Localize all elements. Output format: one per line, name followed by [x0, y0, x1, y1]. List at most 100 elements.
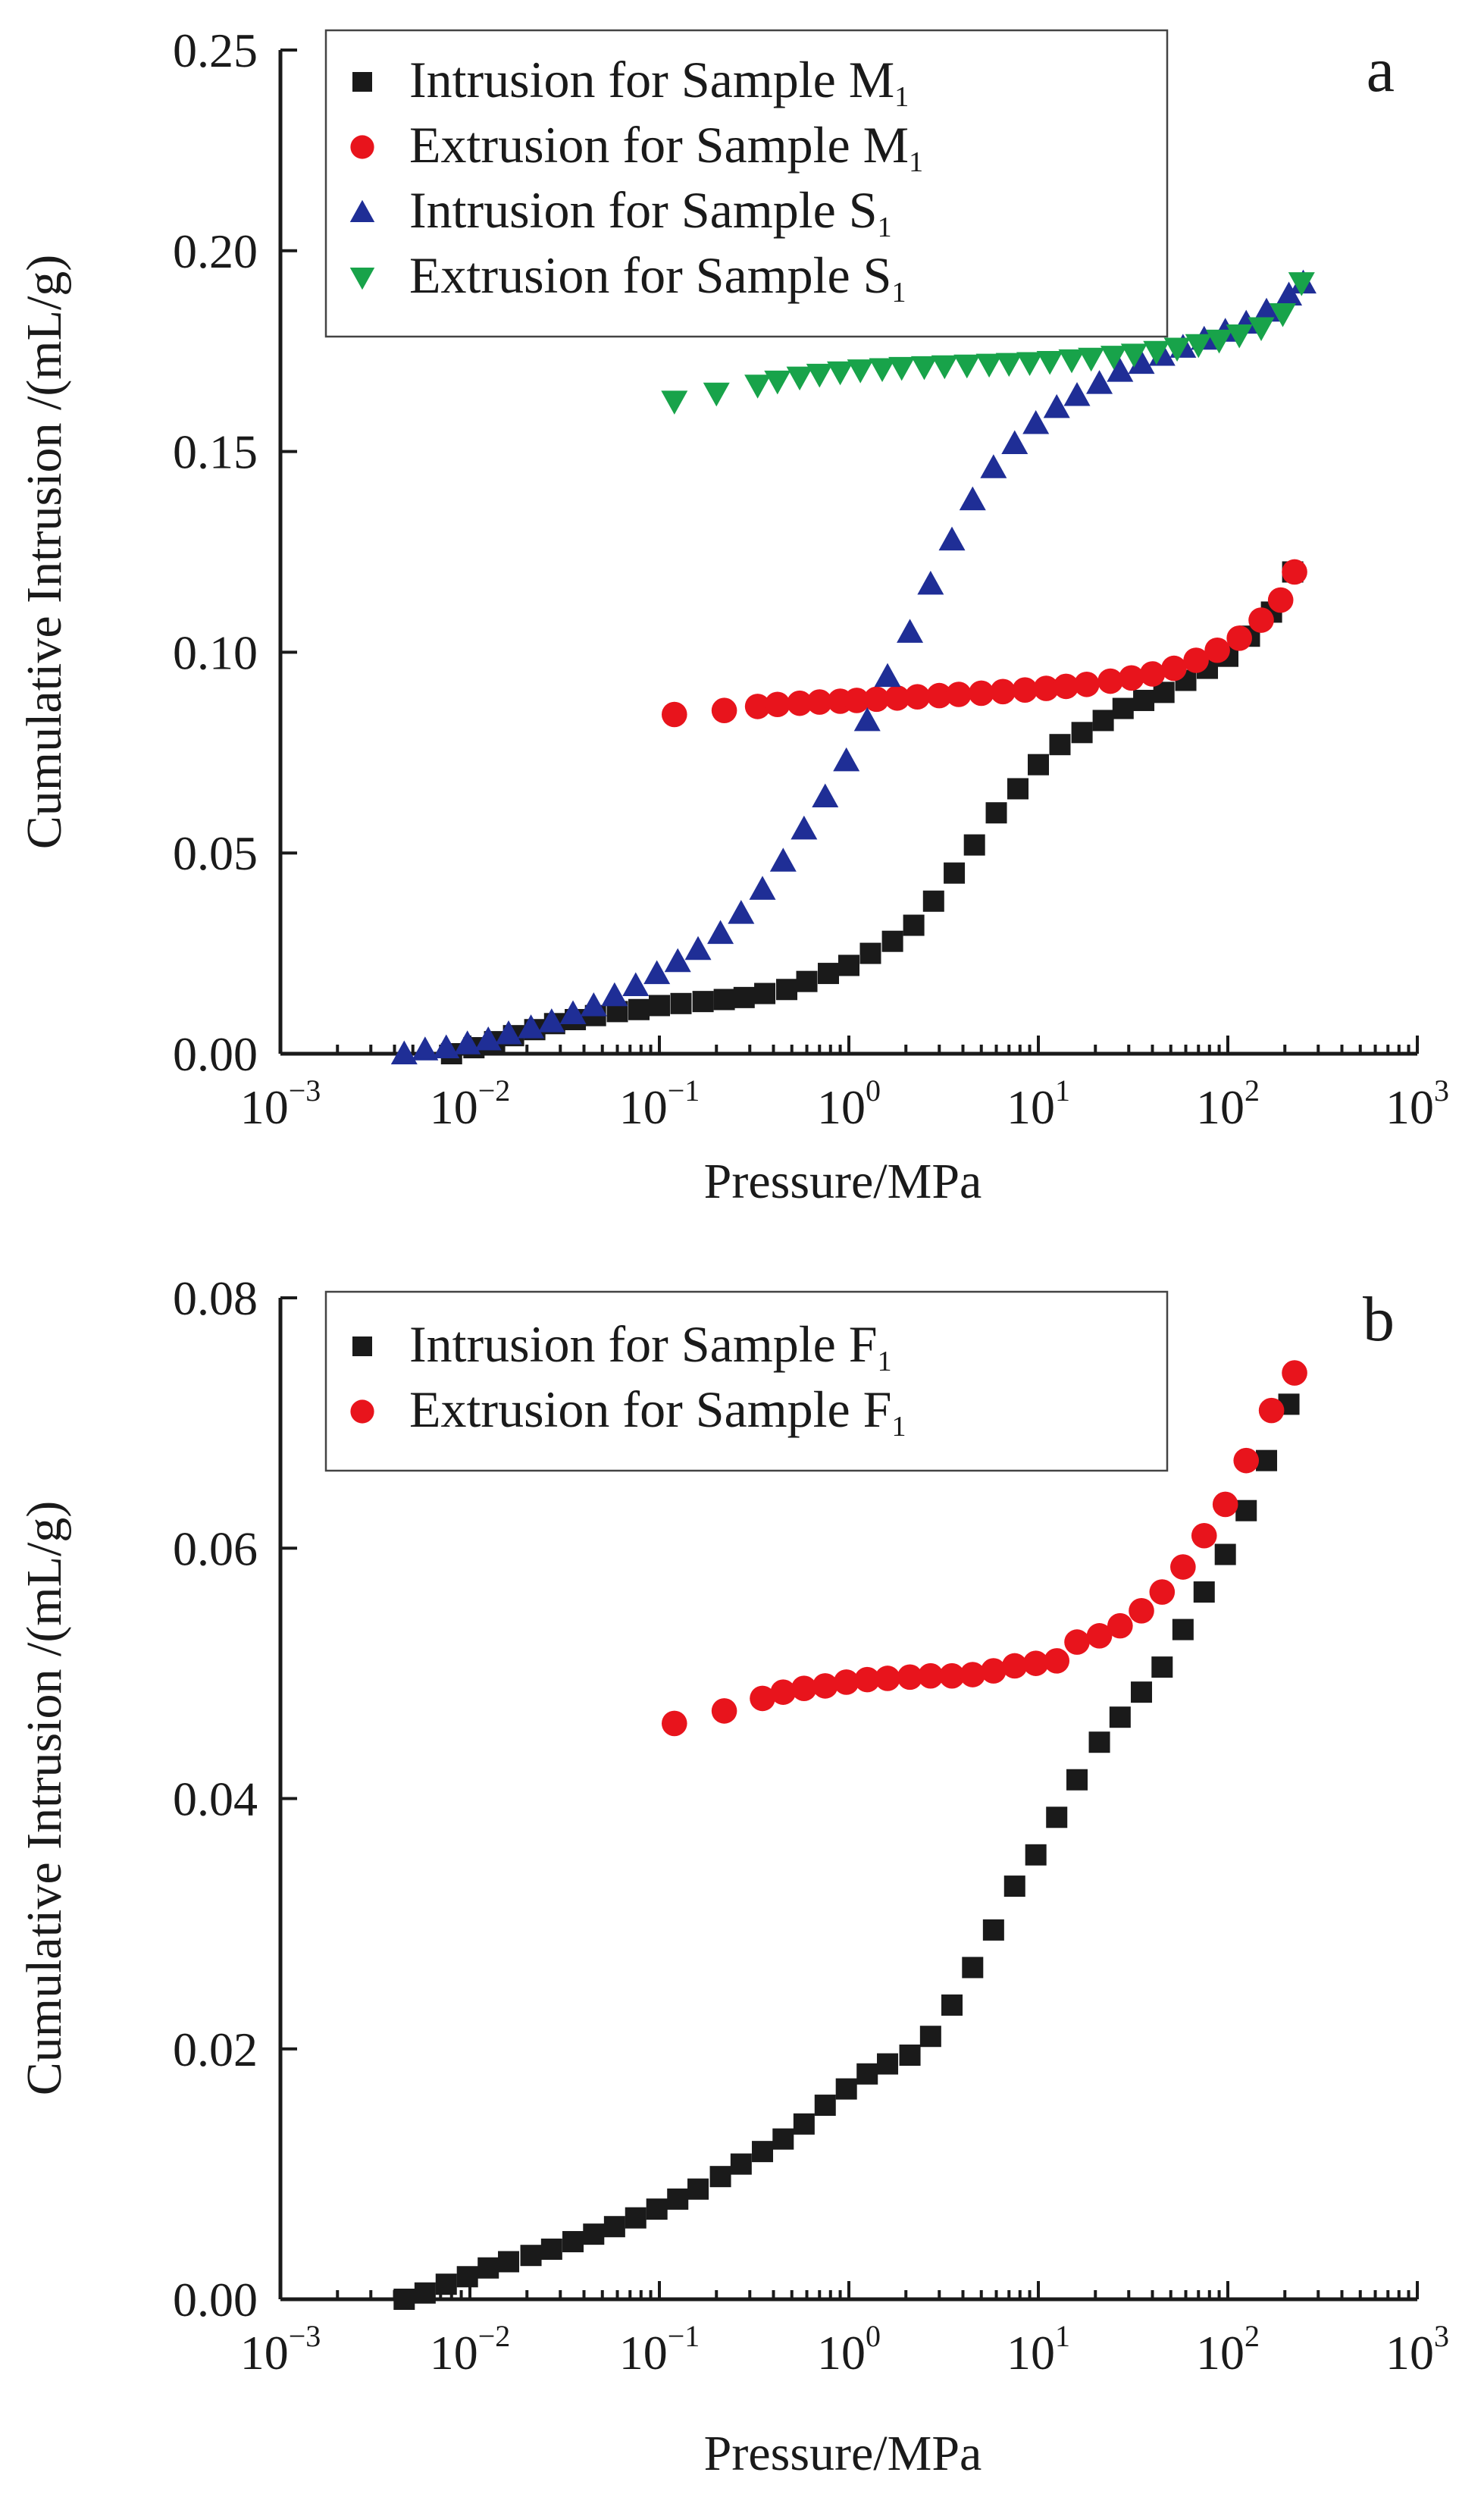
x-tick-exponent: 0 [866, 2319, 881, 2353]
data-point [1107, 1612, 1133, 1639]
x-tick-base: 10 [1007, 2326, 1055, 2380]
data-point [670, 992, 692, 1014]
data-point [938, 526, 966, 551]
data-point [1282, 1360, 1307, 1386]
data-point [1112, 697, 1134, 719]
data-point [728, 900, 755, 924]
data-point [985, 802, 1007, 824]
data-point [1256, 1449, 1278, 1471]
series-1 [661, 1360, 1307, 1737]
data-point [1163, 337, 1191, 362]
data-point [1161, 655, 1187, 682]
y-tick-label: 0.15 [173, 425, 258, 479]
data-point [875, 1665, 900, 1691]
data-point [540, 2238, 562, 2260]
panel-letter: a [1367, 35, 1395, 105]
data-point [806, 363, 833, 388]
x-tick-label: 10−1 [619, 2319, 700, 2380]
data-point [625, 2207, 647, 2229]
data-point [847, 359, 874, 384]
data-point [1049, 734, 1071, 756]
data-point [981, 1658, 1007, 1684]
data-point [1191, 1522, 1217, 1549]
data-point [711, 1698, 737, 1724]
y-tick-label: 0.00 [173, 2273, 258, 2327]
x-tick-exponent: 3 [1434, 2319, 1449, 2353]
data-point [1206, 329, 1233, 354]
panel-letter: b [1363, 1284, 1395, 1355]
x-axis-title: Pressure/MPa [704, 2426, 982, 2481]
data-point [1131, 1681, 1153, 1703]
data-point [414, 2282, 436, 2304]
data-point [944, 862, 966, 884]
y-tick-label: 0.20 [173, 224, 258, 278]
legend-marker [350, 1399, 374, 1424]
series-3 [661, 272, 1315, 415]
data-point [796, 970, 818, 992]
data-point [1064, 1629, 1090, 1655]
data-point [1033, 675, 1060, 701]
data-point [1226, 324, 1253, 349]
data-point [1282, 559, 1307, 585]
y-tick-label: 0.06 [173, 1521, 258, 1575]
data-point [1133, 689, 1155, 711]
data-point [962, 1957, 984, 1979]
x-tick-exponent: 3 [1434, 1073, 1449, 1108]
x-tick-label: 102 [1196, 1073, 1260, 1134]
data-point [764, 370, 791, 395]
legend-subscript: 1 [894, 81, 909, 113]
x-tick-base: 10 [430, 2326, 478, 2380]
data-point [1248, 607, 1274, 633]
series-0 [440, 561, 1304, 1064]
data-point [661, 701, 687, 728]
data-point [1036, 350, 1063, 375]
data-point [562, 2231, 584, 2253]
x-tick-exponent: −1 [668, 1073, 700, 1108]
data-point [946, 682, 972, 707]
data-point [1001, 1653, 1028, 1679]
data-point [1097, 668, 1123, 694]
data-point [1016, 352, 1044, 377]
data-point [869, 358, 896, 383]
x-tick-label: 101 [1007, 1073, 1070, 1134]
data-point [835, 2078, 857, 2100]
data-point [744, 694, 771, 719]
data-point [918, 1662, 944, 1689]
data-point [646, 2198, 668, 2220]
data-point [1071, 722, 1093, 744]
data-point [1046, 1807, 1068, 1828]
data-point [968, 680, 994, 707]
data-point [1170, 1554, 1196, 1580]
data-point [538, 1008, 565, 1033]
data-point [897, 1664, 923, 1691]
data-point [622, 972, 650, 996]
legend-box [324, 1290, 1169, 1472]
data-point [1022, 1650, 1049, 1676]
data-point [435, 2273, 457, 2295]
data-point [684, 935, 712, 960]
data-point [953, 354, 981, 379]
x-tick-label: 100 [817, 2319, 881, 2380]
data-point [877, 2053, 899, 2075]
data-point [733, 986, 755, 1008]
data-point [881, 930, 903, 952]
data-point [730, 2153, 752, 2175]
data-point [769, 848, 797, 872]
data-point [903, 914, 925, 936]
data-point [982, 1919, 1004, 1941]
data-point [1267, 587, 1294, 613]
x-tick-base: 10 [817, 1080, 866, 1134]
series-0 [393, 1393, 1300, 2310]
data-point [770, 1679, 797, 1705]
data-point [786, 366, 813, 391]
data-point [559, 1000, 587, 1025]
data-point [995, 353, 1022, 378]
data-point [603, 2216, 625, 2238]
data-point [454, 1030, 481, 1054]
data-point [844, 688, 870, 713]
data-point [765, 691, 791, 718]
data-point [919, 2026, 941, 2048]
data-point [1270, 302, 1297, 327]
data-point [1003, 1875, 1025, 1897]
